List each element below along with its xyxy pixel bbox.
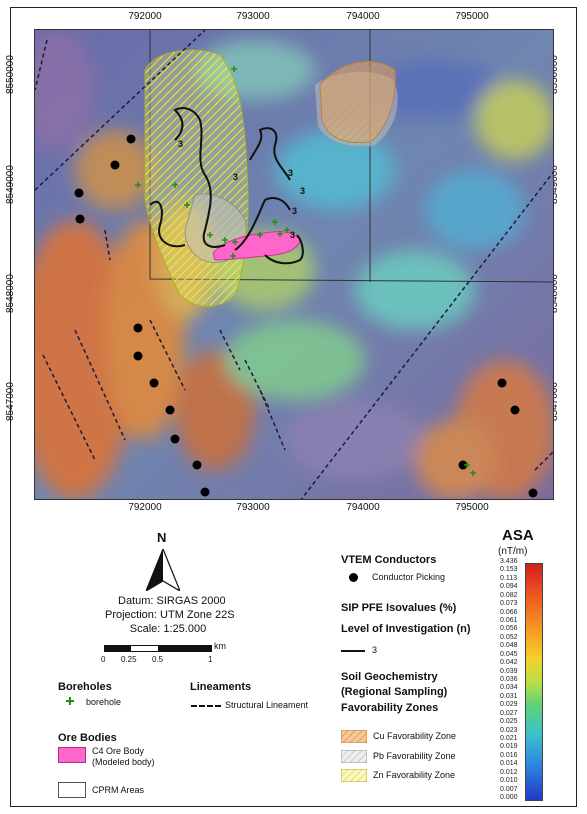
boreholes: [135, 66, 476, 476]
colorbar-label: 0.039: [500, 667, 518, 675]
x-tick-top-2: 793000: [236, 11, 270, 22]
x-tick-top-3: 794000: [346, 11, 380, 22]
iso-label-2: 3: [233, 172, 238, 182]
sip-legend-value: 3: [372, 645, 378, 655]
vtem-legend-title: VTEM Conductors: [341, 554, 437, 566]
colorbar-label: 0.094: [500, 583, 518, 591]
lineament-legend-icon: [191, 705, 221, 707]
cprm-area-legend-label: CPRM Areas: [92, 785, 145, 795]
colorbar-unit: (nT/m): [498, 546, 528, 557]
north-arrow-icon: [146, 549, 180, 591]
borehole-legend-label: borehole: [86, 697, 122, 707]
datum-line-2: Projection: UTM Zone 22S: [105, 609, 235, 621]
sip-legend-subtitle: Level of Investigation (n): [341, 623, 471, 635]
scale-tick-0: 0: [101, 655, 106, 664]
sip-legend-title: SIP PFE Isovalues (%): [341, 602, 457, 614]
colorbar-label: 0.007: [500, 785, 518, 793]
colorbar-ramp: [525, 563, 543, 801]
borehole-legend-icon: [66, 697, 74, 705]
colorbar-label: 0.042: [500, 659, 518, 667]
colorbar-label: 0.113: [500, 574, 517, 582]
cu-zone-legend-label: Cu Favorability Zone: [373, 731, 457, 741]
sip-legend-line-icon: [341, 650, 365, 652]
y-tick-left-1: 8550000: [5, 55, 16, 94]
colorbar-label: 0.153: [500, 566, 518, 574]
colorbar-label: 0.019: [500, 743, 518, 751]
sip-isovalue-labels: 3 3 3 3 3 3: [178, 139, 305, 240]
colorbar-label: 0.034: [500, 684, 518, 692]
colorbar-label: 0.066: [500, 608, 518, 616]
colorbar-label: 0.031: [500, 692, 518, 700]
x-tick-top-4: 795000: [455, 11, 489, 22]
lineaments-legend-title: Lineaments: [190, 681, 252, 693]
scale-tick-025: 0.25: [121, 655, 137, 664]
colorbar-label: 0.082: [500, 591, 518, 599]
colorbar-label: 0.052: [500, 633, 518, 641]
cu-zone-swatch: [341, 730, 367, 743]
datum-line-3: Scale: 1:25.000: [129, 623, 207, 635]
zn-zone-legend-label: Zn Favorability Zone: [373, 770, 456, 780]
x-tick-bottom-1: 792000: [128, 502, 162, 513]
y-tick-left-3: 8548000: [5, 274, 16, 313]
pb-zone-legend-label: Pb Favorability Zone: [373, 751, 456, 761]
colorbar-label: 0.029: [500, 701, 518, 709]
cu-favorability-zone-ne: [319, 61, 396, 144]
vtem-conductors: [74, 134, 538, 498]
colorbar-label: 3.436: [500, 558, 518, 565]
colorbar-label: 0.025: [500, 718, 518, 726]
scale-tick-1: 1: [208, 655, 213, 664]
colorbar-label: 0.014: [500, 760, 518, 768]
colorbar-label: 0.010: [500, 777, 518, 785]
c4-ore-body-swatch: [58, 747, 86, 763]
ore-bodies-legend-title: Ore Bodies: [58, 732, 117, 744]
soil-legend-title-1: Soil Geochemistry: [341, 671, 438, 683]
scale-bar: [104, 645, 212, 652]
iso-label-1: 3: [178, 139, 183, 149]
map-panel[interactable]: 3 3 3 3 3 3: [34, 29, 554, 500]
soil-legend-title-2: (Regional Sampling): [341, 686, 448, 698]
y-tick-left-4: 8547000: [5, 382, 16, 421]
colorbar-label: 0.021: [500, 735, 518, 742]
ore-body-legend-line-2: (Modeled body): [92, 757, 155, 767]
conductor-legend-label: Conductor Picking: [372, 572, 446, 582]
boreholes-legend-title: Boreholes: [58, 681, 112, 693]
iso-label-5: 3: [292, 206, 297, 216]
colorbar-label: 0.048: [500, 642, 518, 650]
x-tick-bottom-4: 795000: [455, 502, 489, 513]
scale-tick-05: 0.5: [152, 655, 164, 664]
colorbar-label: 0.027: [500, 709, 518, 717]
colorbar-label: 0.016: [500, 751, 518, 759]
soil-legend-title-3: Favorability Zones: [341, 702, 439, 714]
colorbar-label: 0.023: [500, 726, 518, 734]
colorbar-label: 0.012: [500, 768, 518, 776]
conductor-legend-icon: [349, 573, 358, 582]
north-label: N: [157, 530, 167, 545]
iso-label-3: 3: [288, 168, 293, 178]
x-tick-bottom-3: 794000: [346, 502, 380, 513]
colorbar-label: 0.073: [500, 600, 518, 608]
colorbar-label: 0.061: [500, 617, 518, 624]
colorbar-label: 0.036: [500, 676, 518, 683]
ore-body-legend-line-1: C4 Ore Body: [92, 746, 145, 756]
colorbar-label: 0.045: [500, 650, 518, 658]
zn-zone-swatch: [341, 769, 367, 782]
iso-label-6: 3: [290, 230, 295, 240]
x-tick-top-1: 792000: [128, 11, 162, 22]
scale-unit: km: [214, 641, 226, 651]
colorbar-label: 0.056: [500, 625, 518, 633]
pb-zone-swatch: [341, 750, 367, 763]
y-tick-left-2: 8549000: [5, 165, 16, 204]
sip-isovalue-lines: [149, 107, 304, 265]
x-tick-bottom-2: 793000: [236, 502, 270, 513]
iso-label-4: 3: [300, 186, 305, 196]
lineament-legend-label: Structural Lineament: [225, 700, 309, 710]
colorbar-title: ASA: [502, 527, 534, 544]
colorbar-label: 0.000: [500, 794, 518, 801]
datum-line-1: Datum: SIRGAS 2000: [118, 595, 226, 607]
cprm-area-swatch: [58, 782, 86, 798]
structural-lineaments: [35, 30, 553, 499]
